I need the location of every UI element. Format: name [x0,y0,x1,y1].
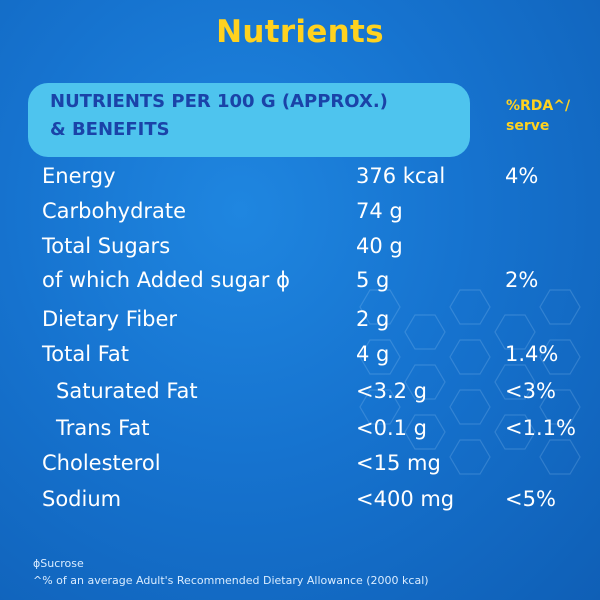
nutrient-name: Saturated Fat [56,379,198,403]
nutrient-amount: 74 g [356,199,403,223]
nutrient-row-total-fat: Total Fat 4 g 1.4% [0,342,600,372]
nutrient-name: Cholesterol [42,451,161,475]
nutrient-name: Energy [42,164,116,188]
nutrient-amount: <400 mg [356,487,455,511]
header-pill [28,83,470,157]
nutrient-rda: 4% [505,164,539,188]
nutrient-name: Total Fat [42,342,129,366]
nutrient-amount: 376 kcal [356,164,446,188]
nutrient-amount: 5 g [356,268,390,292]
nutrient-name: Total Sugars [42,234,171,258]
rda-header-line-1: %RDA^/ [506,98,571,114]
footnote-sucrose: ϕSucrose [33,557,84,570]
nutrient-rda: 1.4% [505,342,559,366]
nutrient-rda: <1.1% [505,416,576,440]
header-line-2: & BENEFITS [50,119,170,140]
nutrient-amount: 40 g [356,234,403,258]
header-line-1: NUTRIENTS PER 100 G (APPROX.) [50,91,388,112]
nutrient-amount: <3.2 g [356,379,427,403]
nutrient-name: Trans Fat [56,416,150,440]
nutrient-row-total-sugars: Total Sugars 40 g [0,234,600,264]
honeycomb-pattern [359,289,581,475]
page-title: Nutrients [216,14,384,50]
nutrient-row-trans-fat: Trans Fat <0.1 g <1.1% [0,416,600,446]
nutrient-amount: 2 g [356,307,390,331]
nutrient-row-cholesterol: Cholesterol <15 mg [0,451,600,481]
nutrient-rda: 2% [505,268,539,292]
nutrient-amount: <15 mg [356,451,441,475]
rda-header-line-2: serve [506,118,550,134]
nutrient-name: Carbohydrate [42,199,187,223]
rda-column-header: %RDA^/ serve [506,96,596,136]
nutrient-name: Sodium [42,487,122,511]
nutrient-row-sodium: Sodium <400 mg <5% [0,487,600,517]
nutrients-header: NUTRIENTS PER 100 G (APPROX.) & BENEFITS [50,88,450,144]
nutrient-row-saturated-fat: Saturated Fat <3.2 g <3% [0,379,600,409]
nutrient-row-added-sugar: of which Added sugar ϕ 5 g 2% [0,268,600,298]
nutrient-rda: <3% [505,379,556,403]
nutrient-row-carbohydrate: Carbohydrate 74 g [0,199,600,229]
nutrient-row-energy: Energy 376 kcal 4% [0,164,600,194]
nutrient-name: Dietary Fiber [42,307,178,331]
nutrient-name: of which Added sugar ϕ [42,268,290,292]
nutrient-rda: <5% [505,487,556,511]
nutrient-row-dietary-fiber: Dietary Fiber 2 g [0,307,600,337]
nutrient-amount: 4 g [356,342,390,366]
footnote-rda: ^% of an average Adult's Recommended Die… [33,574,429,587]
nutrient-amount: <0.1 g [356,416,427,440]
